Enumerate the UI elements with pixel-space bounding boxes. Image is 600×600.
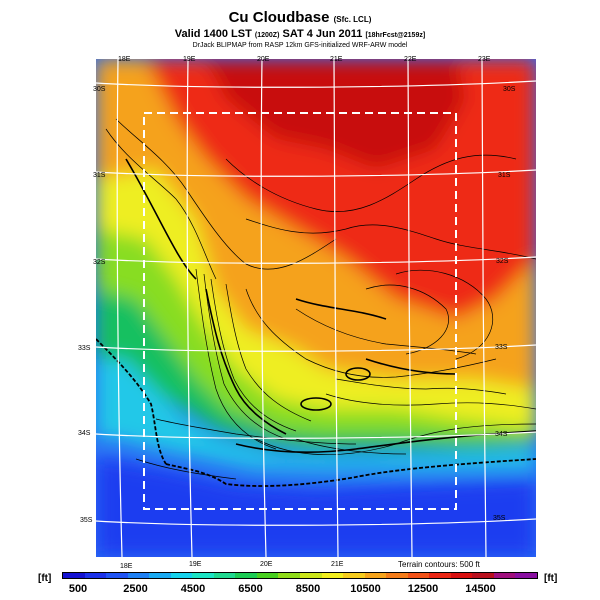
lat-label: 32S (93, 259, 106, 266)
colorbar-swatch (493, 573, 516, 578)
contour-lines (105, 118, 537, 480)
colorbar-swatch (515, 573, 538, 578)
lat-label: 35S (80, 517, 93, 524)
colorbar-unit-right: [ft] (544, 573, 558, 584)
lon-label: 23E (478, 56, 491, 63)
colorbar-swatch (127, 573, 150, 578)
colorbar-swatch (472, 573, 494, 578)
colorbar-swatch (278, 573, 301, 578)
cloudbase-map (95, 58, 537, 558)
colorbar-swatch (149, 573, 171, 578)
domain-boundary (143, 112, 457, 510)
lat-label: 30S (503, 86, 516, 93)
colorbar-swatch (192, 573, 214, 578)
lon-label: 20E (257, 56, 270, 63)
colorbar-swatch (300, 573, 322, 578)
lat-label: 35S (493, 515, 506, 522)
lat-label: 33S (78, 345, 91, 352)
colorbar-swatch (364, 573, 387, 578)
lon-label: 19E (189, 561, 202, 568)
colorbar-tick-label: 500 (68, 583, 88, 595)
terrain-contours-note: Terrain contours: 500 ft (398, 560, 480, 569)
coastline (95, 338, 537, 487)
lon-label: 18E (118, 56, 131, 63)
colorbar-swatch (386, 573, 408, 578)
bold-contours (125, 158, 537, 454)
lat-label: 32S (496, 258, 509, 265)
lat-label: 34S (78, 430, 91, 437)
colorbar-swatch (213, 573, 236, 578)
colorbar-tick-label: 2500 (123, 583, 148, 595)
colorbar-swatch (450, 573, 473, 578)
colorbar (62, 572, 538, 579)
colorbar-ticks: 500 2500 4500 6500 8500 10500 12500 14500 (0, 583, 600, 597)
lat-label: 33S (495, 344, 508, 351)
cloudbase-field (96, 59, 536, 557)
lat-label: 31S (498, 172, 511, 179)
map-credit: DrJack BLIPMAP from RASP 12km GFS-initia… (192, 42, 408, 49)
colorbar-swatch (235, 573, 257, 578)
lat-label: 30S (93, 86, 106, 93)
colorbar-swatch (429, 573, 451, 578)
colorbar-tick-label: 8500 (295, 583, 321, 595)
colorbar-unit-left: [ft] (38, 573, 52, 584)
colorbar-tick-label: 14500 (465, 583, 496, 595)
colorbar-swatch (170, 573, 193, 578)
colorbar-swatch (63, 573, 85, 578)
lon-label: 21E (330, 56, 343, 63)
colorbar-swatch (407, 573, 430, 578)
lon-label: 19E (183, 56, 196, 63)
colorbar-tick-label: 12500 (407, 583, 439, 595)
map-canvas (95, 58, 537, 558)
map-title: Cu Cloudbase (Sfc. LCL) (228, 9, 372, 26)
map-subtitle: Valid 1400 LST (1200Z) SAT 4 Jun 2011 [1… (174, 28, 426, 40)
colorbar-swatch (256, 573, 279, 578)
lon-label: 20E (260, 561, 273, 568)
colorbar-tick-label: 4500 (180, 583, 206, 595)
colorbar-swatch (84, 573, 107, 578)
colorbar-swatch (321, 573, 344, 578)
lon-label: 18E (120, 563, 133, 570)
colorbar-swatch (106, 573, 128, 578)
lat-label: 31S (93, 172, 106, 179)
lon-label: 21E (331, 561, 344, 568)
lon-label: 22E (404, 56, 417, 63)
lat-lon-grid (95, 58, 537, 558)
lat-label: 34S (495, 431, 508, 438)
colorbar-tick-label: 10500 (350, 583, 381, 595)
colorbar-swatch (343, 573, 365, 578)
colorbar-tick-label: 6500 (238, 583, 263, 595)
